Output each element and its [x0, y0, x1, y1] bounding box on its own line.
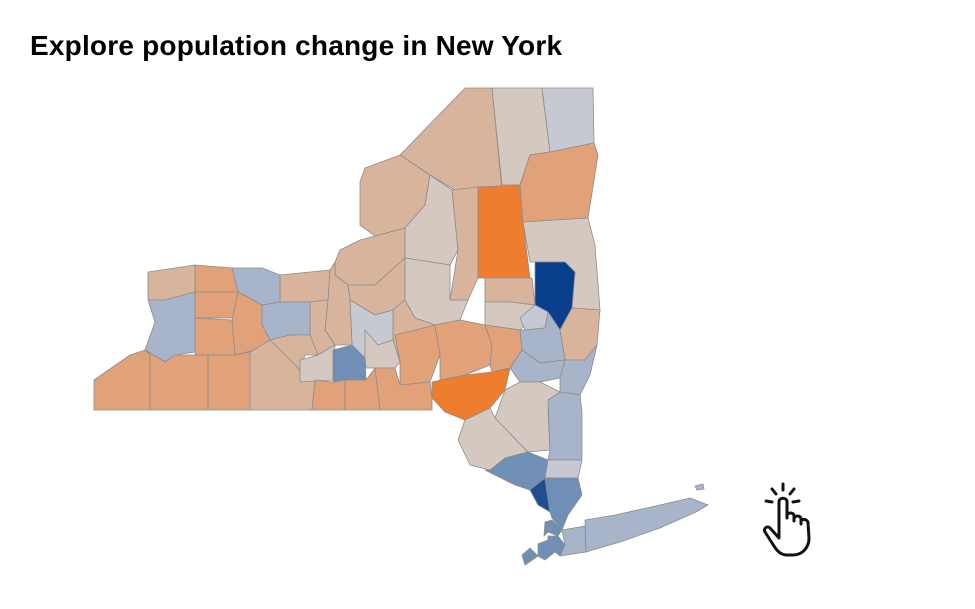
county-suffolk-north-fork-tip[interactable] — [694, 483, 705, 491]
county-richmond[interactable] — [521, 547, 539, 566]
county-ontario[interactable] — [261, 301, 311, 341]
map-title: Explore population change in New York — [30, 30, 563, 61]
county-westchester[interactable] — [544, 477, 583, 531]
county-tompkins[interactable] — [332, 344, 367, 383]
county-warren[interactable] — [519, 142, 599, 223]
county-wyoming[interactable] — [194, 317, 236, 356]
county-columbia[interactable] — [559, 344, 598, 396]
county-putnam[interactable] — [544, 459, 583, 479]
county-delaware[interactable] — [431, 367, 511, 421]
county-cortland[interactable] — [364, 329, 401, 369]
county-nassau[interactable] — [559, 525, 587, 557]
county-genesee[interactable] — [194, 291, 239, 319]
county-orleans[interactable] — [194, 264, 239, 293]
county-essex[interactable] — [541, 87, 595, 153]
county-cattaraugus[interactable] — [144, 349, 209, 411]
county-broome[interactable] — [374, 367, 433, 411]
county-dutchess[interactable] — [547, 391, 583, 461]
county-fulton[interactable] — [484, 277, 536, 306]
county-chautauqua[interactable] — [93, 349, 151, 411]
county-erie[interactable] — [144, 291, 196, 363]
county-new-york[interactable] — [543, 519, 553, 537]
pointing-hand-tap-icon — [763, 482, 811, 557]
county-wayne[interactable] — [279, 269, 331, 303]
county-suffolk[interactable] — [584, 497, 709, 553]
county-chenango[interactable] — [394, 324, 441, 386]
county-otsego[interactable] — [434, 319, 493, 381]
county-allegany[interactable] — [207, 351, 251, 411]
county-chemung[interactable] — [311, 379, 346, 411]
